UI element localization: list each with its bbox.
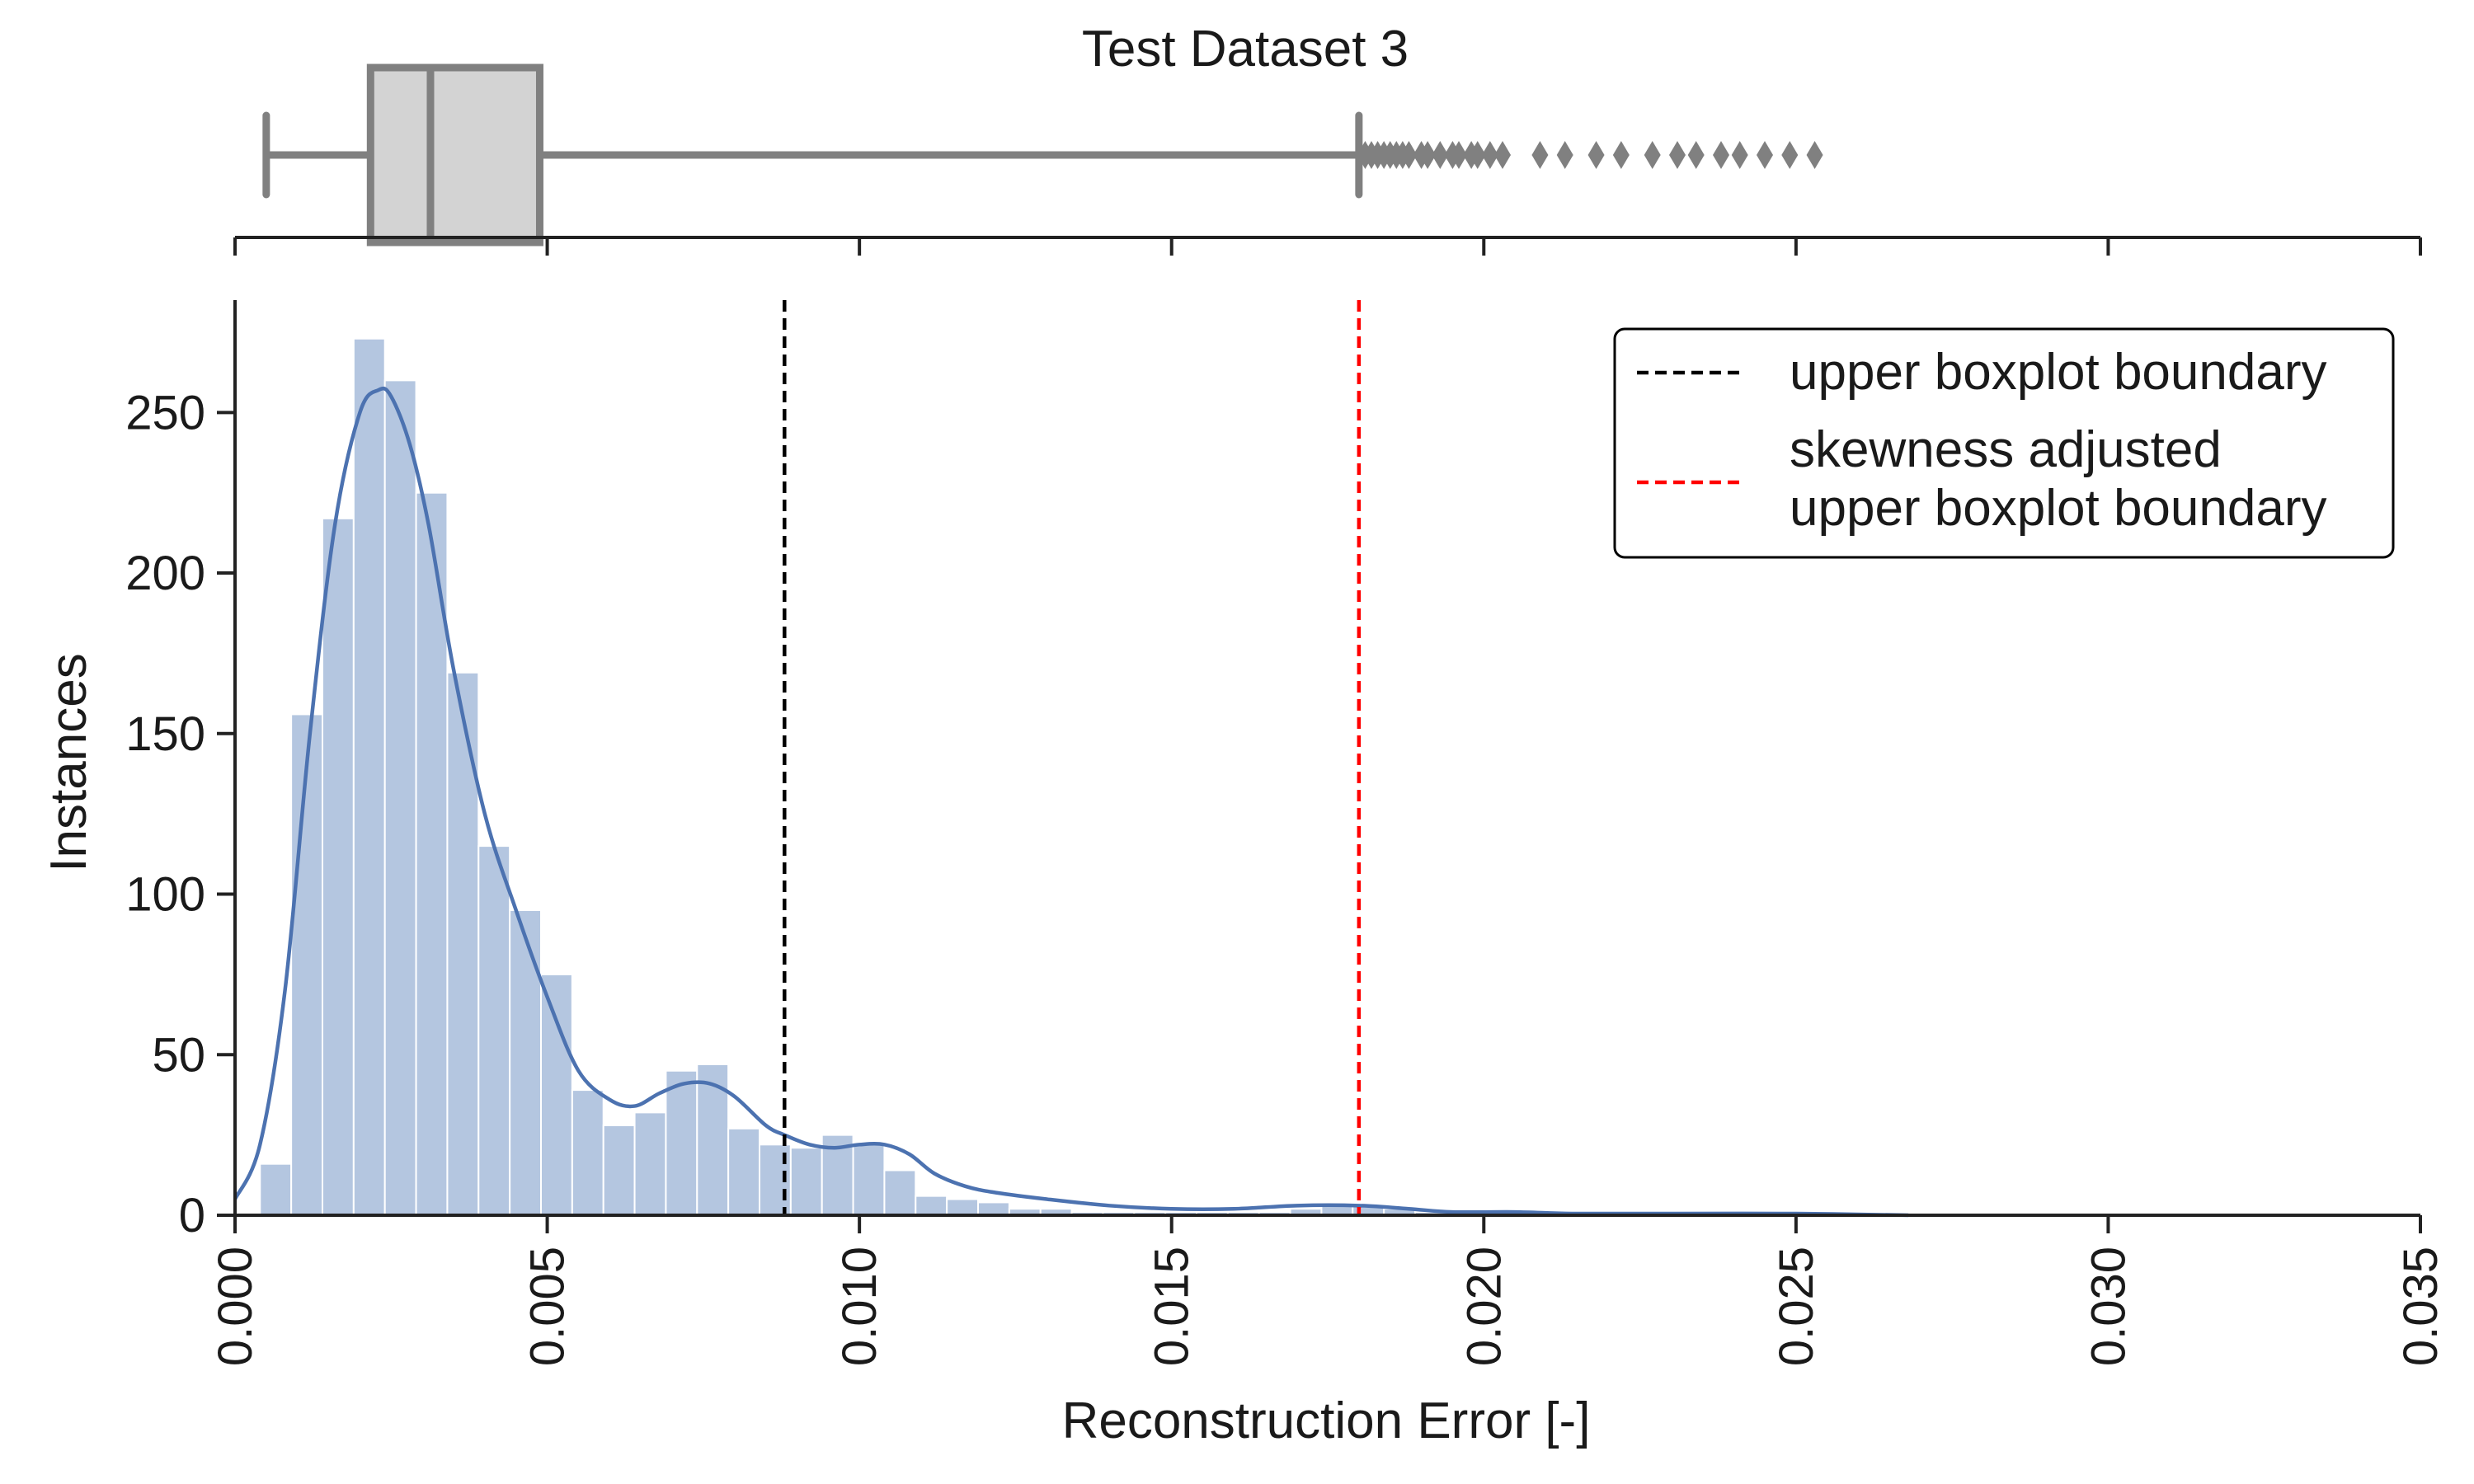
histogram-bar bbox=[352, 337, 386, 1217]
x-tick-label: 0.015 bbox=[1145, 1247, 1199, 1366]
box-outlier bbox=[1419, 141, 1437, 169]
x-tick-label: 0.010 bbox=[833, 1247, 887, 1366]
histogram-bar bbox=[322, 517, 355, 1216]
y-tick-label: 250 bbox=[125, 386, 205, 439]
box-outlier bbox=[1612, 141, 1630, 169]
y-tick-label: 100 bbox=[125, 868, 205, 922]
histogram-bar bbox=[509, 909, 543, 1216]
box-iqr bbox=[366, 63, 543, 247]
box-outlier bbox=[1469, 141, 1486, 169]
histogram-bar bbox=[540, 973, 573, 1217]
histogram-bar bbox=[977, 1201, 1010, 1216]
histogram-bar bbox=[290, 713, 323, 1216]
box-outlier bbox=[1451, 141, 1467, 169]
x-tick-label: 0.035 bbox=[2394, 1247, 2448, 1366]
x-tick-label: 0.020 bbox=[1457, 1247, 1511, 1366]
histogram-bar bbox=[446, 671, 480, 1216]
box-title: Test Dataset 3 bbox=[1082, 21, 1409, 77]
histogram-bar bbox=[915, 1195, 948, 1217]
boundary-lines bbox=[783, 300, 1362, 1215]
box-outlier bbox=[1644, 141, 1661, 169]
histogram-bar bbox=[789, 1147, 823, 1217]
box-outlier bbox=[1757, 141, 1773, 169]
y-tick-label: 200 bbox=[125, 547, 205, 600]
x-tick-label: 0.005 bbox=[521, 1247, 575, 1366]
histogram-bar bbox=[852, 1144, 886, 1217]
histogram-bar bbox=[259, 1162, 293, 1216]
box-outlier bbox=[1531, 141, 1549, 169]
histogram-bars bbox=[259, 337, 1823, 1217]
box-outlier bbox=[1781, 141, 1799, 169]
boxplot-x-axis bbox=[233, 236, 2422, 256]
histogram-bar bbox=[665, 1069, 698, 1216]
x-tick-label: 0.030 bbox=[2081, 1247, 2135, 1366]
y-tick-label: 50 bbox=[152, 1028, 205, 1082]
legend-frame bbox=[1613, 327, 2395, 559]
box-outlier bbox=[1481, 141, 1498, 169]
legend: upper boxplot boundary skewness adjusted… bbox=[1613, 327, 2395, 559]
box-outlier bbox=[1587, 141, 1605, 169]
histogram-bar bbox=[696, 1063, 730, 1217]
legend-label-skew-line1: skewness adjusted bbox=[1790, 421, 2222, 478]
box-outlier bbox=[1713, 141, 1729, 169]
histogram-bar bbox=[633, 1111, 667, 1216]
y-tick-label: 0 bbox=[179, 1189, 205, 1242]
box-outlier bbox=[1806, 141, 1823, 169]
x-tick-label: 0.025 bbox=[1770, 1247, 1823, 1366]
histogram-bar bbox=[571, 1089, 604, 1216]
box-outlier bbox=[1494, 141, 1511, 169]
y-tick-label: 150 bbox=[125, 707, 205, 761]
box-outlier bbox=[1669, 141, 1686, 169]
box-outlier bbox=[1400, 141, 1418, 169]
box-outlier bbox=[1432, 141, 1449, 169]
legend-label-skew-line2: upper boxplot boundary bbox=[1790, 480, 2326, 537]
box-outlier bbox=[1731, 141, 1748, 169]
histogram-bar bbox=[383, 379, 417, 1216]
boxplot bbox=[262, 63, 1823, 247]
box-outlier bbox=[1687, 141, 1705, 169]
y-axis-label: Instances bbox=[40, 653, 97, 871]
box-outlier bbox=[1556, 141, 1573, 169]
y-tick-labels: 0 50 100 150 200 250 bbox=[125, 386, 235, 1242]
histogram-bar bbox=[727, 1127, 761, 1217]
histogram-bar bbox=[477, 845, 511, 1216]
histogram-bar bbox=[602, 1124, 636, 1217]
x-tick-label: 0.000 bbox=[209, 1247, 262, 1366]
histogram-bar bbox=[883, 1169, 917, 1216]
histogram-bar bbox=[946, 1198, 979, 1217]
kde-line bbox=[233, 386, 1909, 1218]
histogram-axes bbox=[233, 300, 2420, 1217]
legend-label-upper-boundary: upper boxplot boundary bbox=[1790, 344, 2326, 401]
x-axis-label: Reconstruction Error [-] bbox=[1062, 1392, 1591, 1449]
x-tick-labels: 0.000 0.005 0.010 0.015 0.020 0.025 0.030 0.035 bbox=[209, 1215, 2448, 1366]
